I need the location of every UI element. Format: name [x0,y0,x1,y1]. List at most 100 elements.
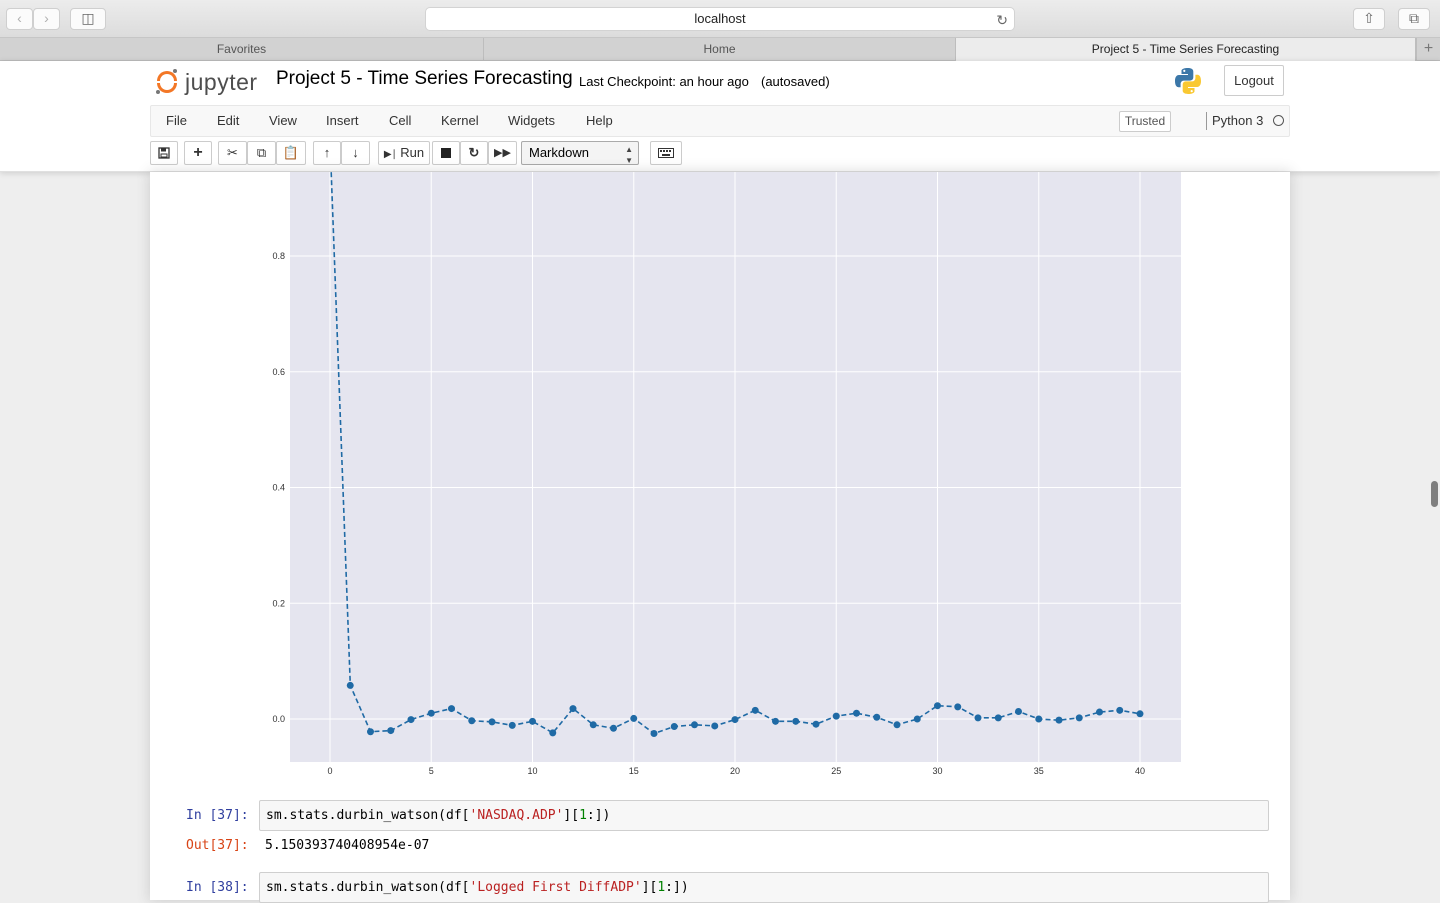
copy-icon: ⧉ [256,145,267,160]
acf-point [549,729,557,737]
plus-icon: + [193,144,203,161]
trusted-indicator[interactable]: Trusted [1119,111,1171,132]
copy-button[interactable]: ⧉ [247,141,276,165]
menu-file[interactable]: File [166,113,187,128]
code-token: sm.stats.durbin_watson(df[ [266,880,470,895]
acf-point [751,706,759,714]
interrupt-button[interactable] [432,141,460,165]
acf-point [954,703,962,711]
jupyter-logo[interactable]: jupyter [155,67,258,97]
code-token: :]) [586,808,611,823]
arrow-up-icon: ↑ [323,145,331,160]
cut-button[interactable]: ✂ [218,141,247,165]
acf-point [650,729,658,737]
code-token: 'Logged First DiffADP' [469,880,642,895]
x-tick-label: 15 [629,766,639,776]
reload-icon[interactable]: ↻ [996,12,1008,28]
x-tick-label: 35 [1034,766,1044,776]
new-tab-button[interactable]: + [1416,38,1440,61]
back-button[interactable]: ‹ [6,8,33,30]
kernel-name[interactable]: Python 3 [1212,113,1264,128]
menu-widgets[interactable]: Widgets [508,113,555,128]
acf-point [508,721,516,729]
tab-favorites[interactable]: Favorites [0,38,484,61]
acf-point [1075,714,1083,722]
browser-toolbar: ‹ › ◫ localhost ↻ ⇧ ⧉ [0,0,1440,38]
select-arrows-icon: ▲ ▼ [625,145,633,165]
code-cell-input[interactable]: sm.stats.durbin_watson(df['Logged First … [259,872,1269,903]
menu-cell[interactable]: Cell [389,113,412,128]
notebook-container: 0 5 10 15 20 25 30 35 40 0.0 0.2 0.4 0.6 0.8 In [37]:… [150,172,1290,903]
acf-point [1055,716,1063,724]
x-tick-label: 25 [831,766,841,776]
paste-button[interactable]: 📋 [276,141,306,165]
run-button[interactable]: ▶∣ Run [378,141,430,165]
keyboard-icon [658,148,674,158]
acf-point [346,681,354,689]
acf-point [974,714,982,722]
share-icon: ⇧ [1363,10,1375,26]
acf-point [387,727,395,735]
address-bar[interactable]: localhost ↻ [425,7,1015,31]
command-palette-button[interactable] [650,141,682,165]
acf-point [448,705,455,713]
jupyter-logo-icon [155,69,179,95]
acf-point [427,709,435,717]
logout-button[interactable]: Logout [1224,65,1284,96]
acf-point [893,721,901,729]
cell-output: 5.150393740408954e-07 [265,838,430,853]
y-tick-label: 0.8 [272,251,285,261]
forward-button[interactable]: › [33,8,60,30]
acf-point [731,716,739,724]
input-prompt: In [38]: [186,880,249,895]
x-tick-label: 5 [429,766,434,776]
acf-series-line [330,172,1141,735]
move-down-button[interactable]: ↓ [341,141,370,165]
acf-point [1035,715,1043,723]
menu-edit[interactable]: Edit [217,113,240,128]
cell-type-select[interactable]: Markdown ▲ ▼ [521,141,639,165]
paste-icon: 📋 [282,145,300,160]
code-token: 'NASDAQ.ADP' [469,808,564,823]
arrow-down-icon: ↓ [352,145,359,160]
move-up-button[interactable]: ↑ [313,141,341,165]
autocorrelation-plot: 0 5 10 15 20 25 30 35 40 0.0 0.2 0.4 0.6 0.8 [272,172,1181,776]
tabs-overview-button[interactable]: ⧉ [1398,8,1430,30]
acf-point [488,718,496,726]
address-text: localhost [694,11,746,26]
insert-cell-button[interactable]: + [184,141,212,165]
y-tick-label: 0.6 [272,367,285,377]
run-all-button[interactable]: ▶▶ [488,141,517,165]
acf-point [569,705,577,713]
code-token: ][ [563,808,580,823]
share-button[interactable]: ⇧ [1353,8,1385,30]
autosave-status: (autosaved) [761,74,830,89]
code-token: ][ [641,880,658,895]
acf-point [853,709,860,717]
acf-point [367,728,374,736]
output-prompt: Out[37]: [186,838,249,853]
notebook-title[interactable]: Project 5 - Time Series Forecasting [276,68,573,89]
sidebar-toggle-button[interactable]: ◫ [70,8,106,30]
step-forward-icon: ▶∣ [383,149,397,160]
tab-project[interactable]: Project 5 - Time Series Forecasting [956,38,1416,61]
menu-help[interactable]: Help [586,113,613,128]
acf-point [691,721,698,729]
code-cell-input[interactable]: sm.stats.durbin_watson(df['NASDAQ.ADP'][… [259,800,1269,831]
y-tick-label: 0.4 [272,483,285,493]
restart-kernel-button[interactable]: ↻ [460,141,488,165]
code-token: 1 [657,880,666,895]
menu-view[interactable]: View [269,113,297,128]
save-button[interactable] [150,141,178,165]
acf-point [1116,706,1124,714]
acf-point [913,715,921,723]
menu-insert[interactable]: Insert [326,113,359,128]
acf-point [934,702,941,710]
cell-type-value: Markdown [529,145,589,160]
page-scrollbar[interactable] [1431,481,1438,507]
tab-home[interactable]: Home [484,38,956,61]
menu-kernel[interactable]: Kernel [441,113,479,128]
jupyter-header: jupyter Project 5 - Time Series Forecast… [0,61,1440,172]
x-tick-label: 20 [730,766,740,776]
menubar: File Edit View Insert Cell Kernel Widget… [150,105,1290,137]
